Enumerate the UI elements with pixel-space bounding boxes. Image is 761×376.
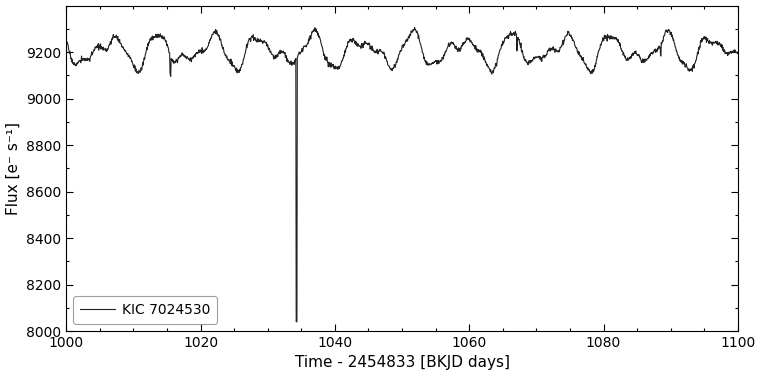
Legend: KIC 7024530: KIC 7024530 [73,296,217,324]
KIC 7024530 [734,50,743,54]
KIC 7024530 [410,25,419,30]
Y-axis label: Flux [e⁻ s⁻¹]: Flux [e⁻ s⁻¹] [5,122,21,215]
KIC 7024530 [336,63,345,67]
X-axis label: Time - 2454833 [BKJD days]: Time - 2454833 [BKJD days] [295,355,510,370]
KIC 7024530 [62,37,71,42]
KIC 7024530 [205,39,214,43]
KIC 7024530 [314,33,323,38]
KIC 7024530 [521,59,530,63]
KIC 7024530 [291,320,301,324]
Line: KIC 7024530: KIC 7024530 [66,27,738,322]
KIC 7024530 [100,47,110,52]
KIC 7024530 [339,53,349,57]
